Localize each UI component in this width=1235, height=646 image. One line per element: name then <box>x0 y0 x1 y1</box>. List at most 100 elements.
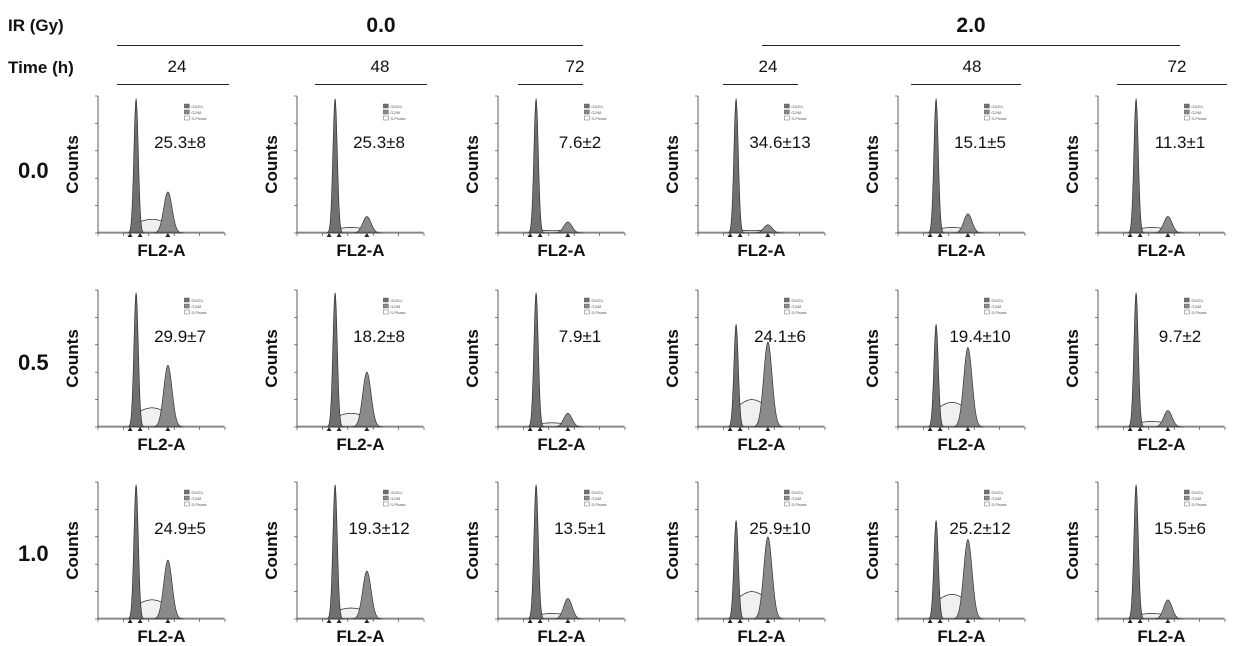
legend-entry: G2/M <box>591 304 601 309</box>
percentage-value: 11.3±1 <box>1155 133 1206 152</box>
time-rule-5 <box>1117 84 1227 85</box>
legend-entry: S-Phase <box>791 310 807 315</box>
legend-entry: G2/M <box>791 496 801 501</box>
g0g1-peak <box>1124 484 1149 620</box>
legend-entry: G2/M <box>991 304 1001 309</box>
g2m-peak <box>151 364 184 428</box>
x-axis-label: FL2-A <box>1137 627 1185 646</box>
y-axis-label: Counts <box>1063 521 1082 580</box>
legend-entry: S-Phase <box>191 116 207 121</box>
legend-entry: S-Phase <box>1191 310 1207 315</box>
percentage-value: 7.6±2 <box>559 133 601 152</box>
x-axis-label: FL2-A <box>737 241 785 260</box>
y-axis-label: Counts <box>863 135 882 194</box>
legend-entry: S-Phase <box>1191 116 1207 121</box>
percentage-value: 15.5±6 <box>1154 519 1206 538</box>
g0g1-peak <box>124 484 149 620</box>
time-rule-3 <box>723 84 798 85</box>
x-axis-label: FL2-A <box>937 241 985 260</box>
y-axis-label: Counts <box>63 329 82 388</box>
legend-entry: G0/G1 <box>991 490 1004 495</box>
x-axis-label: FL2-A <box>937 435 985 454</box>
percentage-value: 24.1±6 <box>754 327 806 346</box>
legend-entry: S-Phase <box>991 502 1007 507</box>
g2m-peak <box>951 539 984 620</box>
percentage-value: 19.3±12 <box>348 519 409 538</box>
percentage-value: 19.4±10 <box>949 327 1010 346</box>
time-rule-2 <box>518 84 583 85</box>
g2m-peak <box>151 191 184 234</box>
legend-entry: G2/M <box>991 110 1001 115</box>
legend-entry: S-Phase <box>191 502 207 507</box>
time-col-4: 48 <box>962 57 982 76</box>
time-col-5: 72 <box>1167 57 1187 76</box>
legend-entry: G2/M <box>591 110 601 115</box>
legend-entry: G2/M <box>1191 304 1201 309</box>
legend-entry: S-Phase <box>991 116 1007 121</box>
legend-entry: G0/G1 <box>191 104 204 109</box>
g0g1-peak <box>524 484 549 620</box>
g2m-peak <box>551 598 584 620</box>
ir-header-label: IR (Gy) <box>8 16 64 35</box>
percentage-value: 25.3±8 <box>353 133 405 152</box>
row-label-1: 0.5 <box>18 350 49 375</box>
y-axis-label: Counts <box>1063 329 1082 388</box>
g0g1-peak <box>323 484 348 620</box>
legend-entry: G0/G1 <box>991 104 1004 109</box>
legend-entry: G2/M <box>390 110 400 115</box>
g2m-peak <box>350 216 383 234</box>
g0g1-peak <box>1124 98 1149 234</box>
legend-entry: S-Phase <box>191 310 207 315</box>
y-axis-label: Counts <box>863 329 882 388</box>
ir-group-1-label: 2.0 <box>956 14 986 37</box>
legend-entry: G0/G1 <box>191 490 204 495</box>
y-axis-label: Counts <box>1063 135 1082 194</box>
legend-entry: G0/G1 <box>1191 298 1204 303</box>
x-axis-label: FL2-A <box>737 435 785 454</box>
x-axis-label: FL2-A <box>137 241 185 260</box>
legend-entry: G2/M <box>791 110 801 115</box>
legend-entry: G2/M <box>1191 110 1201 115</box>
legend-entry: S-Phase <box>591 116 607 121</box>
y-axis-label: Counts <box>262 329 281 388</box>
g0g1-peak <box>524 292 549 428</box>
x-axis-label: FL2-A <box>537 627 585 646</box>
legend-entry: S-Phase <box>791 502 807 507</box>
legend-entry: G0/G1 <box>1191 104 1204 109</box>
legend-entry: G2/M <box>191 496 201 501</box>
legend-entry: G2/M <box>1191 496 1201 501</box>
g0g1-peak <box>323 292 348 428</box>
legend-entry: G0/G1 <box>390 490 403 495</box>
y-axis-label: Counts <box>663 521 682 580</box>
g2m-peak <box>1151 599 1184 620</box>
time-col-0: 24 <box>167 57 187 76</box>
row-label-2: 1.0 <box>18 541 49 566</box>
percentage-value: 9.7±2 <box>1159 327 1201 346</box>
y-axis-label: Counts <box>262 521 281 580</box>
percentage-value: 13.5±1 <box>554 519 606 538</box>
percentage-value: 18.2±8 <box>353 327 405 346</box>
g2m-peak <box>151 559 184 620</box>
legend-entry: G0/G1 <box>390 298 403 303</box>
time-col-3: 24 <box>758 57 778 76</box>
legend-entry: G0/G1 <box>791 104 804 109</box>
x-axis-label: FL2-A <box>537 435 585 454</box>
